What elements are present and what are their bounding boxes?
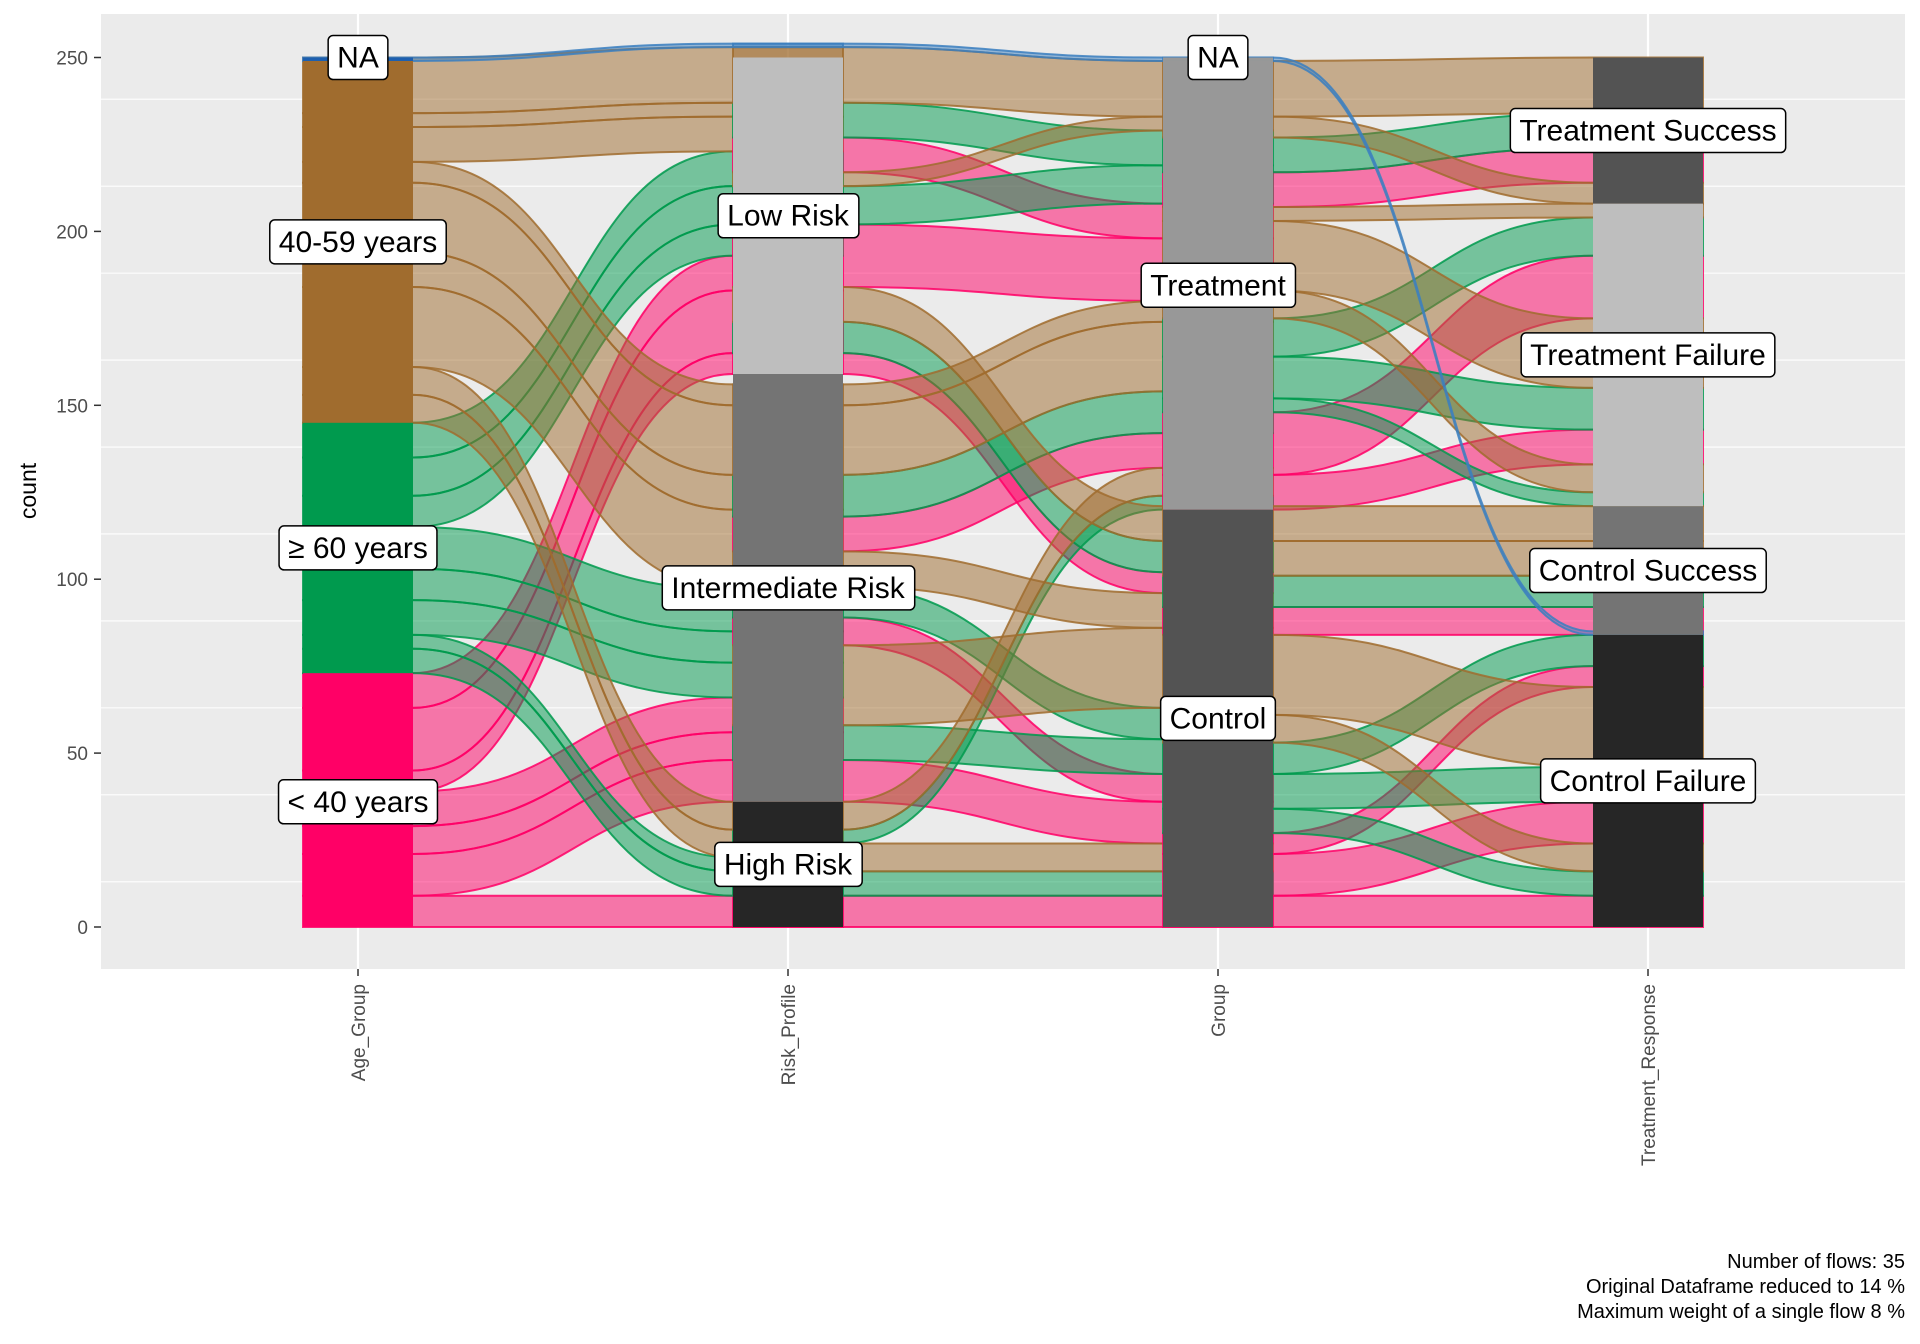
- label-age-group-40-years: < 40 years: [277, 779, 439, 825]
- label-text: Control Success: [1539, 555, 1757, 588]
- label-text: 40-59 years: [279, 226, 437, 259]
- x-tick-label-age-group: Age_Group: [349, 984, 370, 1081]
- label-text: Treatment Success: [1519, 115, 1776, 148]
- label-risk-profile-intermediate-risk: Intermediate Risk: [661, 565, 916, 611]
- label-box: [1529, 547, 1767, 594]
- y-tick-label: 0: [77, 918, 88, 939]
- label-text: < 40 years: [288, 786, 429, 819]
- label-text: Control Failure: [1550, 765, 1747, 798]
- caption-line-flows: Number of flows: 35: [1727, 1251, 1905, 1273]
- label-text: Low Risk: [727, 200, 850, 233]
- label-treatment-response-treatment-success: Treatment Success: [1509, 107, 1787, 154]
- label-treatment-response-control-success: Control Success: [1529, 547, 1767, 594]
- y-tick-label: 200: [56, 222, 88, 243]
- label-text: Control: [1170, 702, 1267, 735]
- label-box: [277, 779, 439, 825]
- label-text: NA: [1197, 42, 1239, 75]
- label-box: [1509, 107, 1787, 154]
- label-box: [1520, 332, 1776, 378]
- label-box: [269, 219, 447, 265]
- x-tick-label-group: Group: [1209, 984, 1230, 1037]
- label-text: High Risk: [724, 848, 853, 881]
- label-group-treatment: Treatment: [1140, 262, 1297, 309]
- label-group-control: Control: [1159, 695, 1277, 742]
- x-axis: Age_Group Risk_Profile Group Treatment_Resp…: [349, 969, 1660, 1166]
- label-text: ≥ 60 years: [288, 532, 428, 565]
- y-tick-label: 100: [56, 570, 88, 591]
- label-risk-profile-low-risk: Low Risk: [717, 192, 860, 239]
- y-tick-label: 50: [67, 744, 88, 765]
- label-age-group-60-years: ≥ 60 years: [278, 525, 438, 571]
- y-tick-label: 250: [56, 49, 88, 70]
- label-treatment-response-control-failure: Control Failure: [1539, 758, 1757, 804]
- label-text: Intermediate Risk: [671, 572, 905, 605]
- label-text: Treatment: [1150, 269, 1286, 302]
- label-age-group-na: NA: [327, 34, 389, 81]
- caption-line-max-weight: Maximum weight of a single flow 8 %: [1577, 1301, 1905, 1323]
- label-box: [278, 525, 438, 571]
- label-box: [1140, 262, 1297, 309]
- y-axis-title: count: [15, 462, 41, 519]
- y-tick-label: 150: [56, 396, 88, 417]
- x-tick-label-risk-profile: Risk_Profile: [779, 984, 800, 1085]
- label-text: Treatment Failure: [1530, 339, 1766, 372]
- caption-line-reduction: Original Dataframe reduced to 14 %: [1585, 1276, 1905, 1298]
- label-treatment-response-treatment-failure: Treatment Failure: [1520, 332, 1776, 378]
- label-group-na: NA: [1187, 34, 1249, 81]
- label-box: [1187, 34, 1249, 81]
- label-text: NA: [337, 42, 379, 75]
- x-tick-label-treatment-response: Treatment_Response: [1639, 984, 1660, 1166]
- label-box: [714, 841, 863, 888]
- label-box: [327, 34, 389, 81]
- caption: Number of flows: 35 Original Dataframe r…: [1577, 1250, 1905, 1325]
- label-box: [1539, 758, 1757, 804]
- label-risk-profile-high-risk: High Risk: [714, 841, 863, 888]
- label-box: [717, 192, 860, 239]
- label-box: [1159, 695, 1277, 742]
- label-age-group-40-59-years: 40-59 years: [269, 219, 447, 265]
- y-axis: 0 50 100 150 200 250: [56, 49, 101, 939]
- label-box: [661, 565, 916, 611]
- stratum-labels: < 40 years ≥ 60 years 40-59 years NA High Ri…: [269, 34, 1787, 888]
